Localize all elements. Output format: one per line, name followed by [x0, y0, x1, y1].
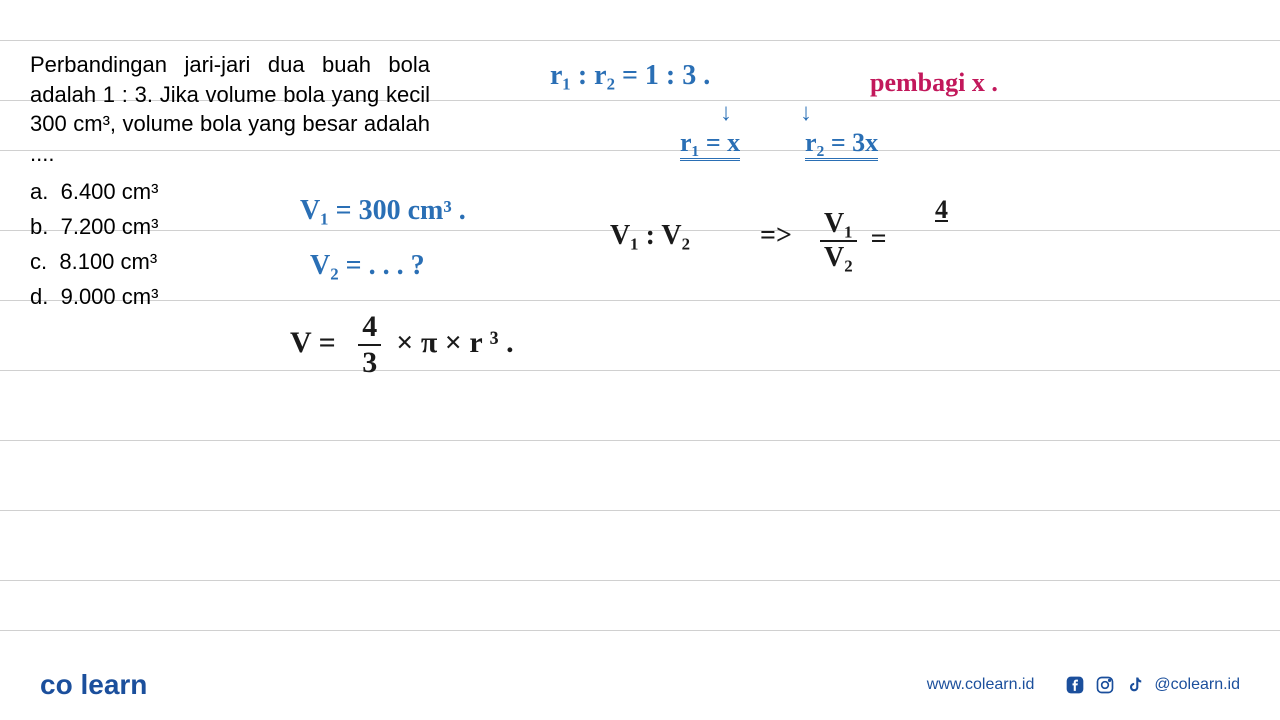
logo-learn: learn: [80, 669, 147, 700]
social-icons: @colearn.id: [1064, 674, 1240, 696]
answer-options: a. 6.400 cm³ b. 7.200 cm³ c. 8.100 cm³ d…: [30, 175, 158, 315]
line: [0, 630, 1280, 631]
line: [0, 370, 1280, 371]
hw-v1v2: V₁ : V₂: [610, 220, 690, 252]
arrow-down-2: ↓: [800, 100, 812, 127]
hw-v2: V₂ = . . . ?: [310, 250, 425, 282]
option-b: b. 7.200 cm³: [30, 210, 158, 243]
frac-num: 4: [358, 310, 381, 346]
v-eq-rhs: × π × r ³ .: [396, 326, 513, 359]
instagram-icon: [1094, 674, 1116, 696]
equals-sign: =: [871, 223, 887, 254]
hw-vformula: V = 4 3 × π × r ³ .: [290, 310, 514, 380]
frac-v-num: V₁: [820, 208, 857, 242]
tiktok-icon: [1124, 674, 1146, 696]
footer-handle: @colearn.id: [1154, 676, 1240, 694]
line: [0, 510, 1280, 511]
hw-r2eq: r₂ = 3x: [805, 128, 878, 158]
facebook-icon: [1064, 674, 1086, 696]
option-a: a. 6.400 cm³: [30, 175, 158, 208]
footer: co learn www.colearn.id @colearn.id: [0, 650, 1280, 720]
hw-frac-v: V₁ V₂ =: [820, 208, 887, 274]
fraction-4-3: 4 3: [358, 310, 381, 380]
logo-co: co: [40, 669, 73, 700]
footer-url: www.colearn.id: [927, 676, 1035, 694]
option-c: c. 8.100 cm³: [30, 245, 158, 278]
footer-right: www.colearn.id @colearn.id: [927, 674, 1240, 696]
frac-v-den: V₂: [820, 242, 857, 274]
line: [0, 580, 1280, 581]
arrow-down-1: ↓: [720, 100, 732, 127]
line: [0, 300, 1280, 301]
hw-pembagi: pembagi x .: [870, 68, 998, 98]
hw-r1eq: r₁ = x: [680, 128, 740, 158]
logo: co learn: [40, 669, 147, 701]
option-d: d. 9.000 cm³: [30, 280, 158, 313]
v-eq-lhs: V =: [290, 326, 336, 359]
line: [0, 440, 1280, 441]
hw-r-ratio: r₁ : r₂ = 1 : 3 .: [550, 60, 710, 92]
hw-four: 4: [935, 195, 948, 225]
question-text: Perbandingan jari-jari dua buah bola ada…: [30, 50, 430, 169]
hw-arrow: =>: [760, 220, 792, 252]
line: [0, 40, 1280, 41]
hw-v1: V₁ = 300 cm³ .: [300, 195, 466, 227]
frac-den: 3: [358, 346, 381, 380]
